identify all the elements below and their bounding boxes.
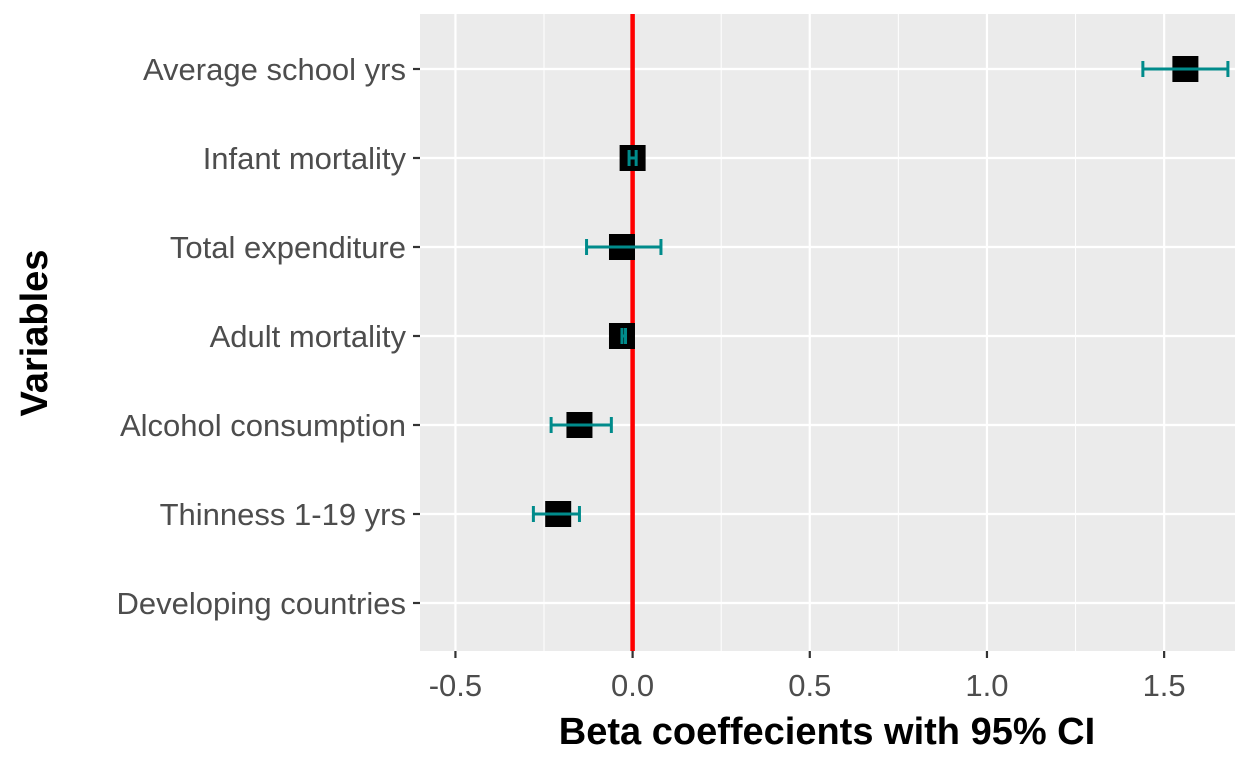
y-axis-title: Variables (14, 250, 56, 417)
estimate-group (1141, 56, 1230, 82)
estimate-group (585, 234, 663, 260)
data-layer (531, 56, 1230, 527)
x-tick-label: 0.5 (788, 668, 831, 703)
estimate-group (608, 323, 635, 349)
y-tick-label: Thinness 1-19 yrs (160, 497, 406, 532)
x-axis-title: Beta coeffecients with 95% CI (559, 711, 1095, 753)
x-axis: -0.5 0.0 0.5 1.0 1.5 (429, 651, 1186, 703)
x-tick-label: 1.0 (965, 668, 1008, 703)
y-tick-label: Total expenditure (170, 230, 406, 265)
estimate-group (549, 412, 613, 438)
y-tick-label: Average school yrs (143, 52, 406, 87)
y-axis: Average school yrs Infant mortality Total … (116, 52, 420, 621)
y-tick-label: Developing countries (116, 586, 406, 621)
y-tick-label: Adult mortality (210, 319, 407, 354)
y-tick-label: Infant mortality (203, 141, 407, 176)
y-tick-label: Alcohol consumption (120, 408, 406, 443)
x-tick-label: -0.5 (429, 668, 482, 703)
x-tick-label: 0.0 (611, 668, 654, 703)
estimate-group (619, 145, 646, 171)
x-tick-label: 1.5 (1143, 668, 1186, 703)
plot-panel-background (420, 14, 1235, 651)
estimate-group (531, 501, 581, 527)
